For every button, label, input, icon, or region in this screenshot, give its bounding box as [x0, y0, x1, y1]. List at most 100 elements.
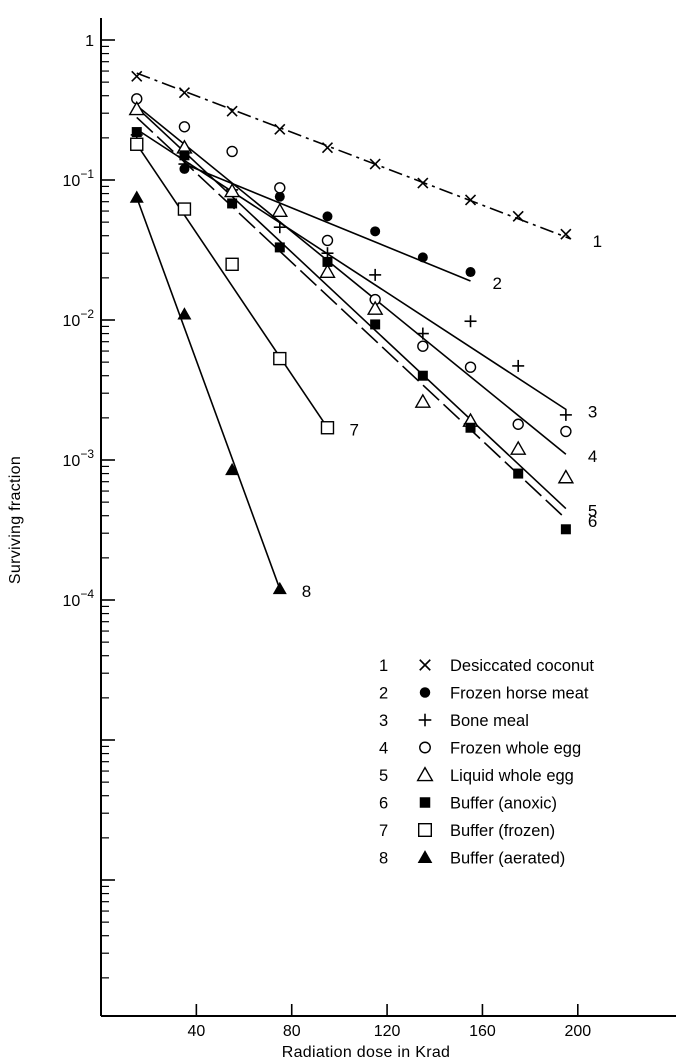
plus-marker	[416, 327, 429, 340]
legend-entry-text: Liquid whole egg	[450, 767, 574, 785]
series-3-fit-line	[136, 128, 567, 411]
marker-stroke	[560, 228, 572, 240]
plus-marker	[464, 315, 477, 328]
filled-triangle-marker	[417, 850, 433, 864]
series-fit-lines	[136, 72, 571, 590]
marker-stroke	[226, 105, 238, 117]
marker-stroke	[417, 177, 429, 189]
marker-stroke	[464, 194, 477, 206]
y-axis-label: Surviving fraction	[7, 456, 24, 584]
open-triangle-marker	[557, 469, 575, 484]
open-circle-marker	[417, 340, 429, 352]
filled-circle-marker	[274, 191, 285, 202]
series-end-label: 5	[588, 502, 597, 521]
axes: 1 10−1 10−2 10−3 10−4 40 80 120 160 200	[63, 18, 676, 1040]
x-marker	[321, 142, 334, 154]
x-axis-label: Radiation dose in Krad	[282, 1044, 450, 1061]
series-end-label: 7	[349, 421, 358, 440]
filled-square-marker	[274, 242, 285, 253]
marker-stroke	[321, 142, 334, 154]
series-markers	[128, 70, 575, 595]
open-triangle-marker	[509, 440, 527, 455]
y-tick-label: 1	[85, 33, 94, 50]
open-square-marker	[130, 137, 144, 151]
filled-square-marker	[465, 422, 476, 433]
filled-circle-marker	[419, 687, 431, 698]
x-marker	[131, 70, 143, 82]
x-marker	[178, 87, 191, 99]
series-1-fit-line	[136, 72, 571, 240]
open-circle-marker	[226, 145, 238, 158]
series-end-labels: 1 2 3 4 56 7 8	[302, 232, 602, 601]
filled-circle-marker	[417, 252, 428, 263]
open-circle-marker	[178, 121, 191, 133]
filled-triangle-marker	[272, 581, 287, 595]
filled-square-marker	[417, 370, 428, 381]
open-circle-marker	[560, 425, 572, 438]
legend-entry-text: Frozen whole egg	[450, 740, 581, 758]
legend-number: 4	[379, 740, 388, 758]
legend: 1 Desiccated coconut 2 Frozen horse meat 3 Bo…	[379, 657, 594, 868]
filled-square-marker	[419, 797, 431, 808]
legend-entry-text: Desiccated coconut	[450, 657, 594, 675]
open-square-marker	[225, 257, 239, 271]
legend-number: 6	[379, 795, 388, 813]
open-triangle-marker	[414, 393, 432, 408]
marker-stroke	[274, 123, 286, 135]
x-marker	[560, 228, 572, 240]
legend-number: 1	[379, 657, 388, 675]
filled-circle-marker	[370, 226, 381, 237]
series-end-label: 1	[593, 232, 602, 251]
legend-number: 5	[379, 767, 388, 785]
x-marker	[226, 105, 238, 117]
legend-entry-text: Frozen horse meat	[450, 685, 589, 703]
filled-square-marker	[513, 468, 524, 479]
x-marker	[464, 194, 477, 206]
open-square-marker	[177, 202, 192, 216]
y-tick-label: 10−4	[63, 587, 95, 610]
x-marker	[419, 659, 431, 671]
legend-entry-text: Buffer (frozen)	[450, 822, 555, 840]
legend-entry-text: Buffer (anoxic)	[450, 795, 557, 813]
plus-marker	[273, 221, 286, 234]
series-7-fit-line	[136, 143, 329, 429]
marker-stroke	[419, 659, 431, 671]
open-triangle-marker	[319, 263, 336, 279]
open-triangle-marker	[271, 202, 289, 218]
open-triangle-marker	[223, 182, 241, 198]
y-tick-label: 10−3	[63, 447, 95, 470]
plus-marker	[559, 408, 572, 421]
filled-square-marker	[370, 319, 381, 330]
x-tick-label: 160	[469, 1023, 496, 1040]
series-end-label: 6	[588, 512, 597, 531]
series-6-fit-line	[136, 116, 567, 520]
y-tick-label: 10−2	[63, 307, 95, 330]
open-square-marker	[273, 351, 287, 366]
y-tick-label: 10−1	[63, 167, 95, 190]
filled-square-marker	[560, 524, 571, 535]
series-end-label: 4	[588, 447, 597, 466]
open-triangle-marker	[366, 300, 384, 315]
x-tick-label: 80	[283, 1023, 301, 1040]
filled-square-marker	[131, 127, 142, 138]
plus-marker	[369, 268, 382, 281]
x-marker	[512, 210, 524, 222]
legend-number: 2	[379, 685, 388, 703]
legend-number: 3	[379, 712, 388, 730]
legend-entry-text: Bone meal	[450, 712, 529, 730]
open-triangle-marker	[128, 100, 145, 116]
x-tick-label: 40	[187, 1023, 205, 1040]
legend-entry-text: Buffer (aerated)	[450, 850, 565, 868]
filled-circle-marker	[465, 267, 476, 278]
series-end-label: 3	[588, 402, 597, 421]
series-5-fit-line	[136, 106, 567, 510]
open-circle-marker	[419, 741, 431, 754]
open-triangle-marker	[416, 766, 434, 782]
x-marker	[274, 123, 286, 135]
marker-stroke	[512, 210, 524, 222]
series-end-label: 8	[302, 582, 311, 601]
marker-stroke	[369, 158, 381, 170]
filled-triangle-marker	[225, 462, 240, 476]
filled-triangle-marker	[129, 190, 144, 203]
